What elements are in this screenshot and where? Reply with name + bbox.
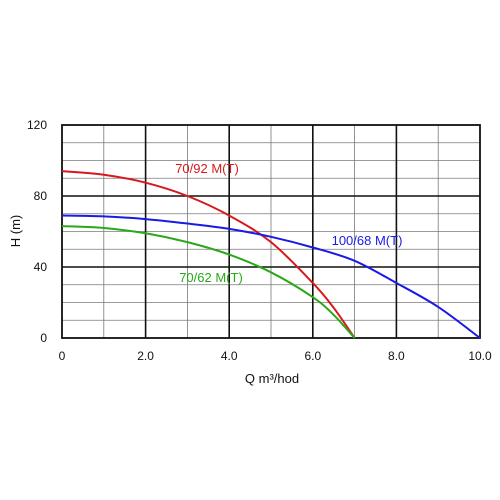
x-tick-label: 4.0 (221, 349, 238, 363)
grid (61, 124, 481, 339)
series-line-1 (61, 214, 481, 339)
y-tick-label: 0 (40, 331, 47, 345)
series-label-0: 70/92 M(T) (175, 161, 239, 176)
x-axis-title: Q m³/hod (245, 371, 299, 386)
x-tick-label: 8.0 (388, 349, 405, 363)
x-tick-label: 2.0 (137, 349, 154, 363)
x-tick-label: 6.0 (304, 349, 321, 363)
y-axis-title: H (m) (8, 215, 23, 248)
x-tick-label: 10.0 (468, 349, 492, 363)
series-line-2 (61, 225, 356, 339)
x-tick-label: 0 (59, 349, 66, 363)
tick-labels: 0 2.0 4.0 6.0 8.0 10.0 0 40 80 120 (27, 118, 492, 363)
series-label-1: 100/68 M(T) (332, 233, 403, 248)
series-line-0 (61, 170, 356, 339)
series-lines (61, 170, 481, 339)
y-tick-label: 80 (34, 189, 48, 203)
series-label-2: 70/62 M(T) (179, 270, 243, 285)
series-labels: 70/92 M(T) 100/68 M(T) 70/62 M(T) (175, 161, 402, 285)
y-tick-label: 40 (34, 260, 48, 274)
plot-frame (61, 124, 481, 339)
y-tick-label: 120 (27, 118, 47, 132)
